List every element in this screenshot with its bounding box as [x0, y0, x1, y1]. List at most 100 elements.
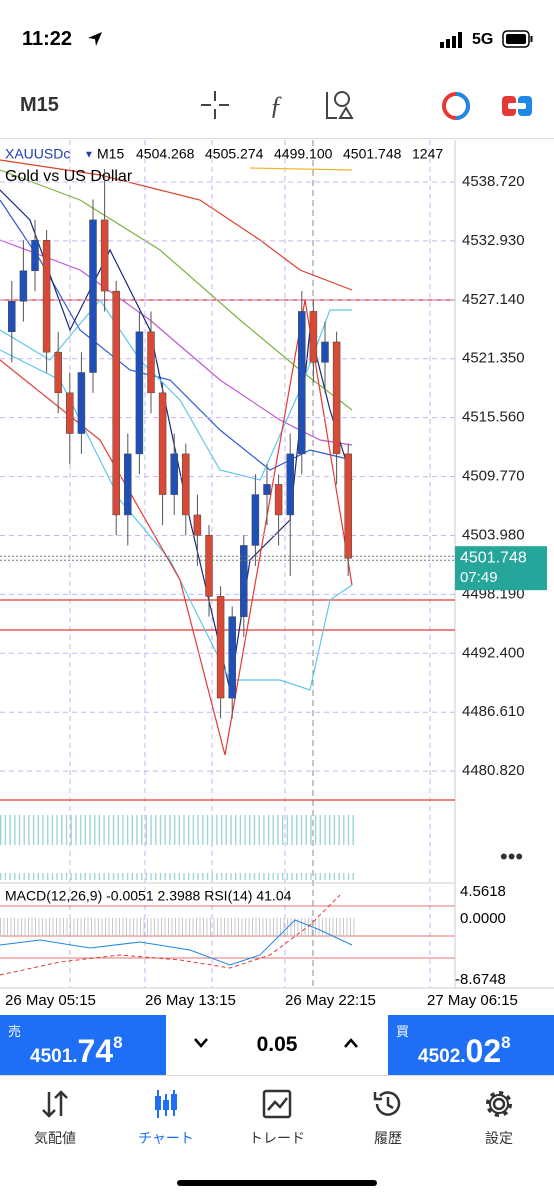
price-tick-label: 4486.610 [462, 703, 525, 720]
current-price-box [455, 546, 547, 591]
lot-size[interactable]: 0.05 [256, 1033, 298, 1056]
tab-label: 履歴 [374, 1130, 402, 1146]
signal-icon [440, 32, 462, 48]
trade-button[interactable] [500, 92, 534, 120]
lot-decrease[interactable] [192, 1036, 210, 1050]
candle-body [309, 311, 318, 363]
candle-body [8, 301, 16, 333]
one-click-trading-button[interactable] [440, 90, 472, 122]
symbol-description: Gold vs US Dollar [5, 168, 133, 185]
bar-countdown: 07:49 [460, 569, 498, 586]
price-tick-label: 4515.560 [462, 409, 525, 426]
symbol-menu[interactable]: ▼ [84, 150, 94, 161]
candle-body [100, 219, 109, 292]
candle-body [251, 494, 260, 546]
crosshair-button[interactable] [198, 88, 232, 122]
tab-quotes[interactable]: 気配値 [0, 1088, 110, 1148]
time-label: 26 May 13:15 [145, 992, 236, 1009]
buy-label: 買 [396, 1024, 410, 1039]
buy-button[interactable]: 買 4502.028 [388, 1015, 554, 1075]
price-tick-label: 4509.770 [462, 468, 525, 485]
sell-label: 売 [8, 1024, 22, 1039]
sell-price-head: 4501. [30, 1046, 78, 1067]
status-time: 11:22 [22, 28, 73, 50]
ohlc-low: 4499.100 [274, 146, 333, 162]
time-label: 27 May 06:15 [427, 992, 518, 1009]
home-indicator [177, 1180, 377, 1186]
tab-chart[interactable]: チャート [111, 1088, 221, 1148]
tab-icon [373, 1091, 401, 1116]
tick-volume: 1247 [412, 146, 443, 162]
sell-button[interactable]: 売 4501.748 [0, 1015, 166, 1075]
candle-body [124, 453, 132, 516]
candle-body [228, 616, 236, 699]
time-label: 26 May 22:15 [285, 992, 376, 1009]
candle-body [321, 341, 329, 363]
tab-label: チャート [138, 1130, 194, 1146]
candle-body [147, 331, 155, 394]
time-label: 26 May 05:15 [5, 992, 96, 1009]
candle-body [274, 484, 283, 516]
ohlc-open: 4504.268 [136, 146, 195, 162]
indicator-tick: 0.0000 [460, 910, 506, 927]
buy-price-head: 4502. [418, 1046, 466, 1067]
candle-body [240, 545, 248, 617]
sell-price-big: 74 [77, 1033, 114, 1069]
network-type: 5G [472, 31, 494, 48]
candle-body [298, 311, 306, 455]
price-tick-label: 4538.720 [462, 173, 525, 190]
candle-body [193, 514, 202, 536]
candle-body [286, 453, 294, 516]
tab-icon [155, 1090, 177, 1118]
battery-icon [502, 30, 533, 48]
timeframe-button[interactable]: M15 [20, 94, 59, 116]
objects-button[interactable] [322, 88, 356, 122]
price-tick-label: 4492.400 [462, 644, 525, 661]
ohlc-high: 4505.274 [205, 146, 264, 162]
candle-body [112, 290, 120, 516]
more-button[interactable]: ••• [500, 844, 523, 869]
price-tick-label: 4532.930 [462, 232, 525, 249]
tab-settings[interactable]: 設定 [444, 1088, 554, 1148]
tab-label: 気配値 [34, 1130, 76, 1146]
candle-body [263, 484, 271, 495]
candle-body [344, 453, 352, 559]
price-tick-label: 4527.140 [462, 291, 525, 308]
buy-price-sup: 8 [501, 1033, 511, 1052]
tab-icon [42, 1090, 68, 1118]
volume-bars [0, 815, 355, 880]
chart-timeframe: M15 [97, 146, 124, 162]
price-tick-label: 4521.350 [462, 350, 525, 367]
tab-history[interactable]: 履歴 [333, 1088, 443, 1148]
price-chart[interactable]: ••• XAUUSDc ▼ M15 4504.268 4505.274 4499… [0, 0, 554, 1015]
tab-label: トレード [249, 1130, 305, 1146]
chart-symbol: XAUUSDc [5, 146, 70, 162]
macd-pane [0, 894, 455, 976]
candle-body [216, 596, 225, 699]
candle-body [205, 535, 213, 597]
candle-body [170, 453, 178, 495]
tab-label: 設定 [485, 1130, 513, 1146]
location-icon [88, 32, 102, 46]
svg-text:ƒ: ƒ [270, 91, 283, 120]
candle-body [158, 392, 167, 495]
candle-body [19, 270, 28, 302]
candle-body [89, 219, 97, 373]
candle-body [42, 239, 51, 353]
price-tick-label: 4480.820 [462, 762, 525, 779]
candle-body [332, 341, 341, 455]
candle-body [66, 392, 74, 434]
tab-icon [262, 1089, 292, 1119]
divider [0, 1075, 554, 1076]
price-tick-label: 4503.980 [462, 526, 525, 543]
level-lines [0, 299, 455, 801]
candle-body [135, 331, 144, 455]
candle-body [31, 239, 39, 271]
lot-increase[interactable] [342, 1036, 360, 1050]
tab-trade[interactable]: トレード [222, 1088, 332, 1148]
divider [0, 138, 554, 139]
indicator-button[interactable]: ƒ [262, 88, 290, 122]
sell-price-sup: 8 [113, 1033, 123, 1052]
indicator-label: MACD(12,26,9) -0.0051 2.3988 RSI(14) 41.… [5, 888, 292, 904]
